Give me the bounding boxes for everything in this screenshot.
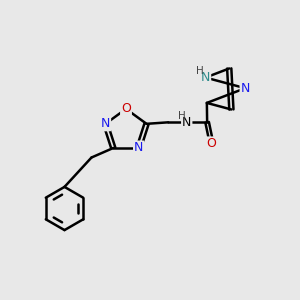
Text: N: N — [101, 117, 110, 130]
Text: O: O — [121, 102, 131, 116]
Text: O: O — [207, 137, 217, 150]
Text: N: N — [134, 142, 143, 154]
Text: N: N — [182, 116, 191, 129]
Text: N: N — [201, 71, 210, 84]
Text: H: H — [178, 111, 186, 121]
Text: H: H — [196, 66, 204, 76]
Text: N: N — [241, 82, 250, 95]
